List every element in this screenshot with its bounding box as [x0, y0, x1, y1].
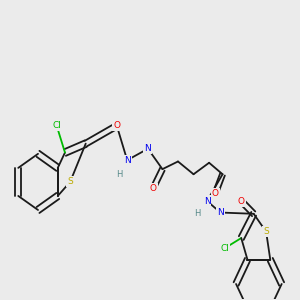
Text: O: O	[212, 189, 219, 198]
Text: Cl: Cl	[220, 244, 229, 253]
Text: N: N	[145, 144, 151, 153]
Text: N: N	[217, 208, 224, 217]
Text: Cl: Cl	[52, 121, 61, 130]
Text: N: N	[204, 196, 210, 206]
Text: O: O	[238, 196, 245, 206]
Text: O: O	[113, 121, 120, 130]
Text: H: H	[194, 209, 201, 218]
Text: H: H	[116, 170, 122, 179]
Text: S: S	[67, 177, 73, 186]
Text: S: S	[263, 227, 269, 236]
Text: O: O	[150, 184, 157, 193]
Text: N: N	[124, 156, 130, 165]
